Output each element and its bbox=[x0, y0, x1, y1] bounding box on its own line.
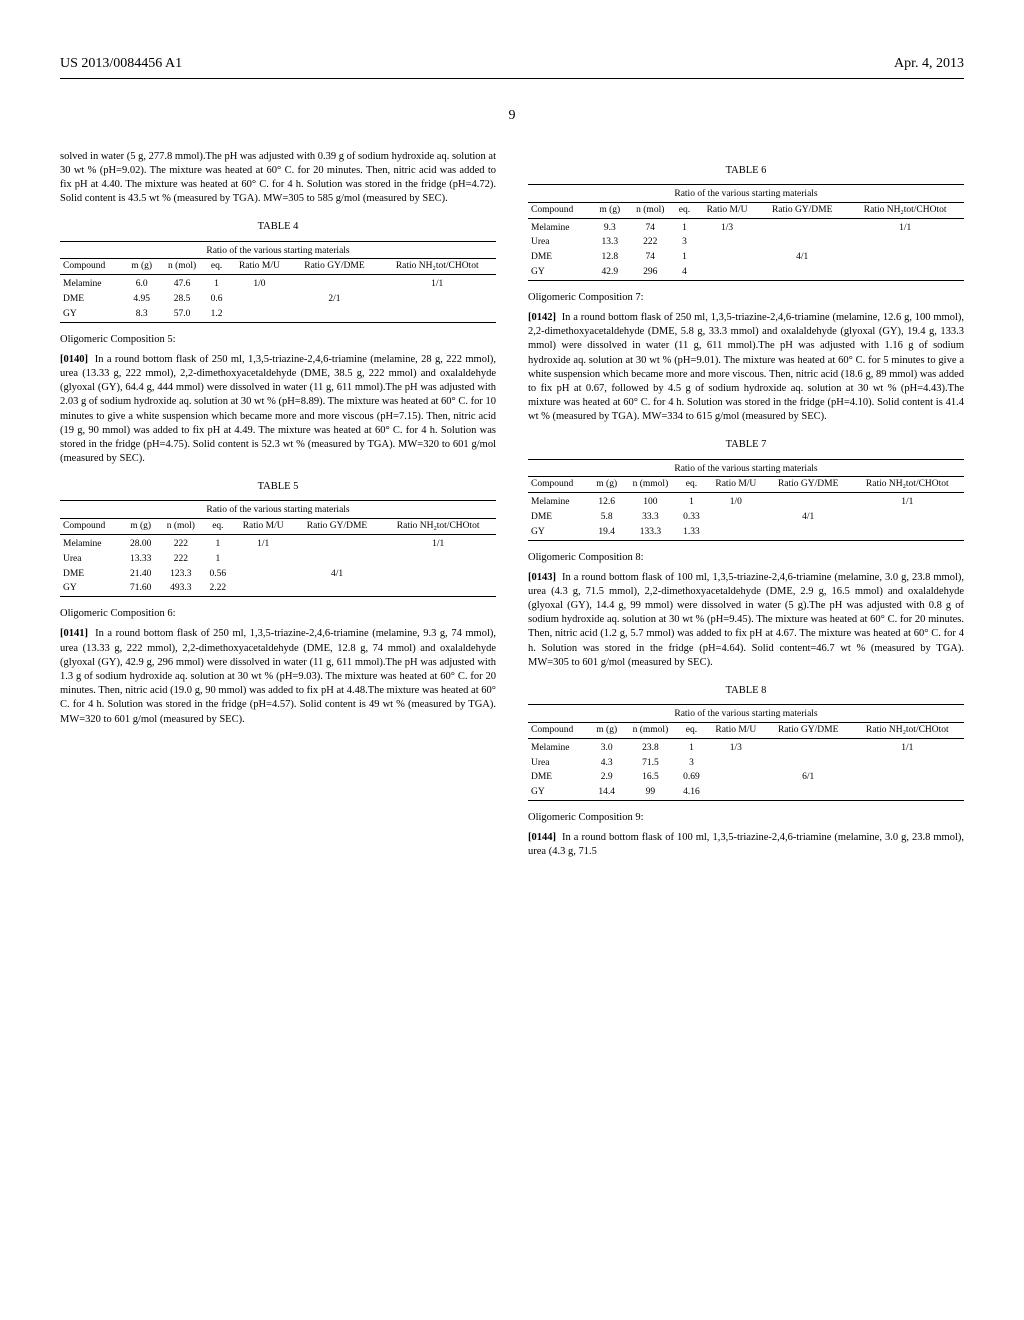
para-num: [0143] bbox=[528, 572, 556, 583]
patent-page: US 2013/0084456 A1 Apr. 4, 2013 9 solved… bbox=[0, 0, 1024, 1320]
table-8-label: TABLE 8 bbox=[528, 684, 964, 698]
table-8-caption: Ratio of the various starting materials bbox=[528, 707, 964, 722]
table-header-row: Compound m (g) n (mol) eq. Ratio M/U Rat… bbox=[528, 202, 964, 218]
page-number: 9 bbox=[60, 107, 964, 126]
two-column-layout: solved in water (5 g, 277.8 mmol).The pH… bbox=[60, 150, 964, 868]
table-5-caption: Ratio of the various starting materials bbox=[60, 503, 496, 518]
table-header-row: Compound m (g) n (mmol) eq. Ratio M/U Ra… bbox=[528, 477, 964, 493]
table-row: GY19.4133.31.33 bbox=[528, 525, 964, 540]
para-num: [0142] bbox=[528, 312, 556, 323]
composition-9-title: Oligomeric Composition 9: bbox=[528, 811, 964, 825]
table-4-label: TABLE 4 bbox=[60, 220, 496, 234]
para-num: [0140] bbox=[60, 354, 88, 365]
table-row: Melamine12.610011/01/1 bbox=[528, 495, 964, 510]
table-row: Urea13.332221 bbox=[60, 552, 496, 567]
table-row: Melamine28.0022211/11/1 bbox=[60, 537, 496, 552]
table-8: Ratio of the various starting materials … bbox=[528, 704, 964, 801]
composition-6-title: Oligomeric Composition 6: bbox=[60, 607, 496, 621]
table-6-caption: Ratio of the various starting materials bbox=[528, 187, 964, 202]
patent-number: US 2013/0084456 A1 bbox=[60, 55, 182, 74]
table-row: Melamine3.023.811/31/1 bbox=[528, 741, 964, 756]
table-row: Melamine9.37411/31/1 bbox=[528, 221, 964, 236]
table-row: DME12.87414/1 bbox=[528, 250, 964, 265]
composition-9-body: [0144] In a round bottom flask of 100 ml… bbox=[528, 831, 964, 859]
intro-paragraph: solved in water (5 g, 277.8 mmol).The pH… bbox=[60, 150, 496, 207]
page-header: US 2013/0084456 A1 Apr. 4, 2013 bbox=[60, 55, 964, 79]
table-row: GY14.4994.16 bbox=[528, 785, 964, 800]
composition-6-body: [0141] In a round bottom flask of 250 ml… bbox=[60, 627, 496, 726]
table-row: Melamine6.047.611/01/1 bbox=[60, 277, 496, 292]
table-header-row: Compound m (g) n (mol) eq. Ratio M/U Rat… bbox=[60, 519, 496, 535]
composition-5-body: [0140] In a round bottom flask of 250 ml… bbox=[60, 353, 496, 466]
table-6: Ratio of the various starting materials … bbox=[528, 184, 964, 281]
composition-8-body: [0143] In a round bottom flask of 100 ml… bbox=[528, 571, 964, 670]
para-num: [0144] bbox=[528, 832, 556, 843]
table-5-label: TABLE 5 bbox=[60, 480, 496, 494]
table-header-row: Compound m (g) n (mmol) eq. Ratio M/U Ra… bbox=[528, 722, 964, 738]
composition-5-title: Oligomeric Composition 5: bbox=[60, 333, 496, 347]
table-row: Urea13.32223 bbox=[528, 235, 964, 250]
table-row: DME5.833.30.334/1 bbox=[528, 510, 964, 525]
composition-7-body: [0142] In a round bottom flask of 250 ml… bbox=[528, 311, 964, 424]
table-7: Ratio of the various starting materials … bbox=[528, 459, 964, 541]
table-row: GY71.60493.32.22 bbox=[60, 581, 496, 596]
composition-8-title: Oligomeric Composition 8: bbox=[528, 551, 964, 565]
table-row: DME21.40123.30.564/1 bbox=[60, 567, 496, 582]
table-7-label: TABLE 7 bbox=[528, 438, 964, 452]
publication-date: Apr. 4, 2013 bbox=[894, 55, 964, 74]
table-5: Ratio of the various starting materials … bbox=[60, 500, 496, 597]
table-6-label: TABLE 6 bbox=[528, 164, 964, 178]
left-column: solved in water (5 g, 277.8 mmol).The pH… bbox=[60, 150, 496, 868]
table-row: DME4.9528.50.62/1 bbox=[60, 292, 496, 307]
table-row: GY42.92964 bbox=[528, 265, 964, 280]
table-4: Ratio of the various starting materials … bbox=[60, 241, 496, 323]
table-4-caption: Ratio of the various starting materials bbox=[60, 244, 496, 259]
table-row: GY8.357.01.2 bbox=[60, 307, 496, 322]
table-7-caption: Ratio of the various starting materials bbox=[528, 462, 964, 477]
para-num: [0141] bbox=[60, 628, 88, 639]
table-row: Urea4.371.53 bbox=[528, 756, 964, 771]
table-row: DME2.916.50.696/1 bbox=[528, 770, 964, 785]
composition-7-title: Oligomeric Composition 7: bbox=[528, 291, 964, 305]
right-column: TABLE 6 Ratio of the various starting ma… bbox=[528, 150, 964, 868]
table-header-row: Compound m (g) n (mol) eq. Ratio M/U Rat… bbox=[60, 259, 496, 275]
